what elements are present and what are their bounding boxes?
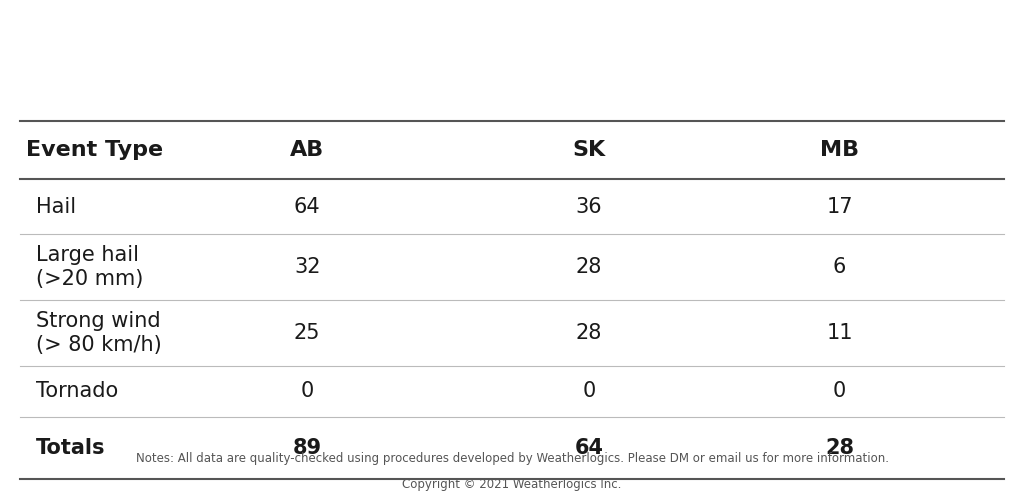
Text: AB: AB: [290, 140, 325, 160]
Text: SK: SK: [572, 140, 605, 160]
Text: 64: 64: [294, 197, 321, 217]
Text: WL: WL: [19, 30, 91, 72]
Text: 36: 36: [575, 197, 602, 217]
Text: 64: 64: [574, 438, 603, 458]
Text: 28: 28: [575, 323, 602, 343]
Text: 17: 17: [826, 197, 853, 217]
Text: ⚡: ⚡: [96, 31, 114, 55]
Text: 6: 6: [833, 257, 847, 277]
Text: Hail: Hail: [36, 197, 76, 217]
Text: Tornado: Tornado: [36, 381, 118, 401]
Text: 89: 89: [293, 438, 322, 458]
Text: MB: MB: [820, 140, 859, 160]
Text: Canadian Prairies: Canadian Prairies: [161, 69, 318, 87]
Text: Large hail
(>20 mm): Large hail (>20 mm): [36, 246, 143, 289]
Text: Severe Weather Summary: July 17 – July 30, 2021: Severe Weather Summary: July 17 – July 3…: [161, 18, 971, 46]
Text: 0: 0: [301, 381, 313, 401]
Text: Notes: All data are quality-checked using procedures developed by Weatherlogics.: Notes: All data are quality-checked usin…: [135, 452, 889, 465]
Text: Event Type: Event Type: [26, 140, 163, 160]
Text: 25: 25: [294, 323, 321, 343]
Text: 11: 11: [826, 323, 853, 343]
Text: 0: 0: [583, 381, 595, 401]
Text: Strong wind
(> 80 km/h): Strong wind (> 80 km/h): [36, 311, 162, 355]
Text: 32: 32: [294, 257, 321, 277]
Text: 28: 28: [825, 438, 854, 458]
Text: 28: 28: [575, 257, 602, 277]
Text: 0: 0: [834, 381, 846, 401]
Text: Totals: Totals: [36, 438, 105, 458]
Text: Copyright © 2021 Weatherlogics Inc.: Copyright © 2021 Weatherlogics Inc.: [402, 478, 622, 491]
